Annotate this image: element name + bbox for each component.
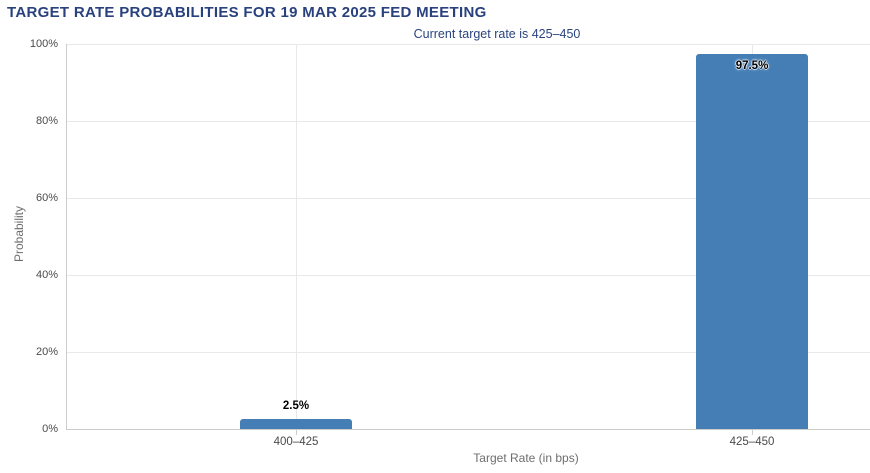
vertical-gridline [296, 44, 297, 429]
horizontal-gridline [66, 352, 870, 353]
chart-title: TARGET RATE PROBABILITIES FOR 19 MAR 202… [7, 4, 487, 21]
chart-subtitle: Current target rate is 425–450 [413, 27, 581, 41]
y-axis-tick-label: 100% [29, 38, 58, 50]
y-axis-tick-label: 20% [35, 346, 58, 358]
probability-bar[interactable] [696, 53, 808, 429]
y-axis-tick-label: 60% [35, 192, 58, 204]
bar-value-label: 97.5% [735, 59, 769, 72]
y-axis-line [66, 44, 67, 430]
y-axis-tick-label: 80% [35, 115, 58, 127]
y-axis-tick-label: 40% [35, 269, 58, 281]
y-axis-tick-label: 0% [42, 423, 58, 435]
x-axis-title: Target Rate (in bps) [473, 451, 579, 465]
x-axis-tick-label: 400–425 [273, 436, 319, 448]
probability-bar[interactable] [240, 419, 352, 429]
horizontal-gridline [66, 198, 870, 199]
x-axis-line [66, 429, 870, 430]
x-axis-tick [752, 430, 753, 435]
x-axis-tick [296, 430, 297, 435]
x-axis-tick-label: 425–450 [729, 436, 775, 448]
horizontal-gridline [66, 121, 870, 122]
horizontal-gridline [66, 275, 870, 276]
horizontal-gridline [66, 44, 870, 45]
bar-value-label: 2.5% [282, 400, 310, 413]
